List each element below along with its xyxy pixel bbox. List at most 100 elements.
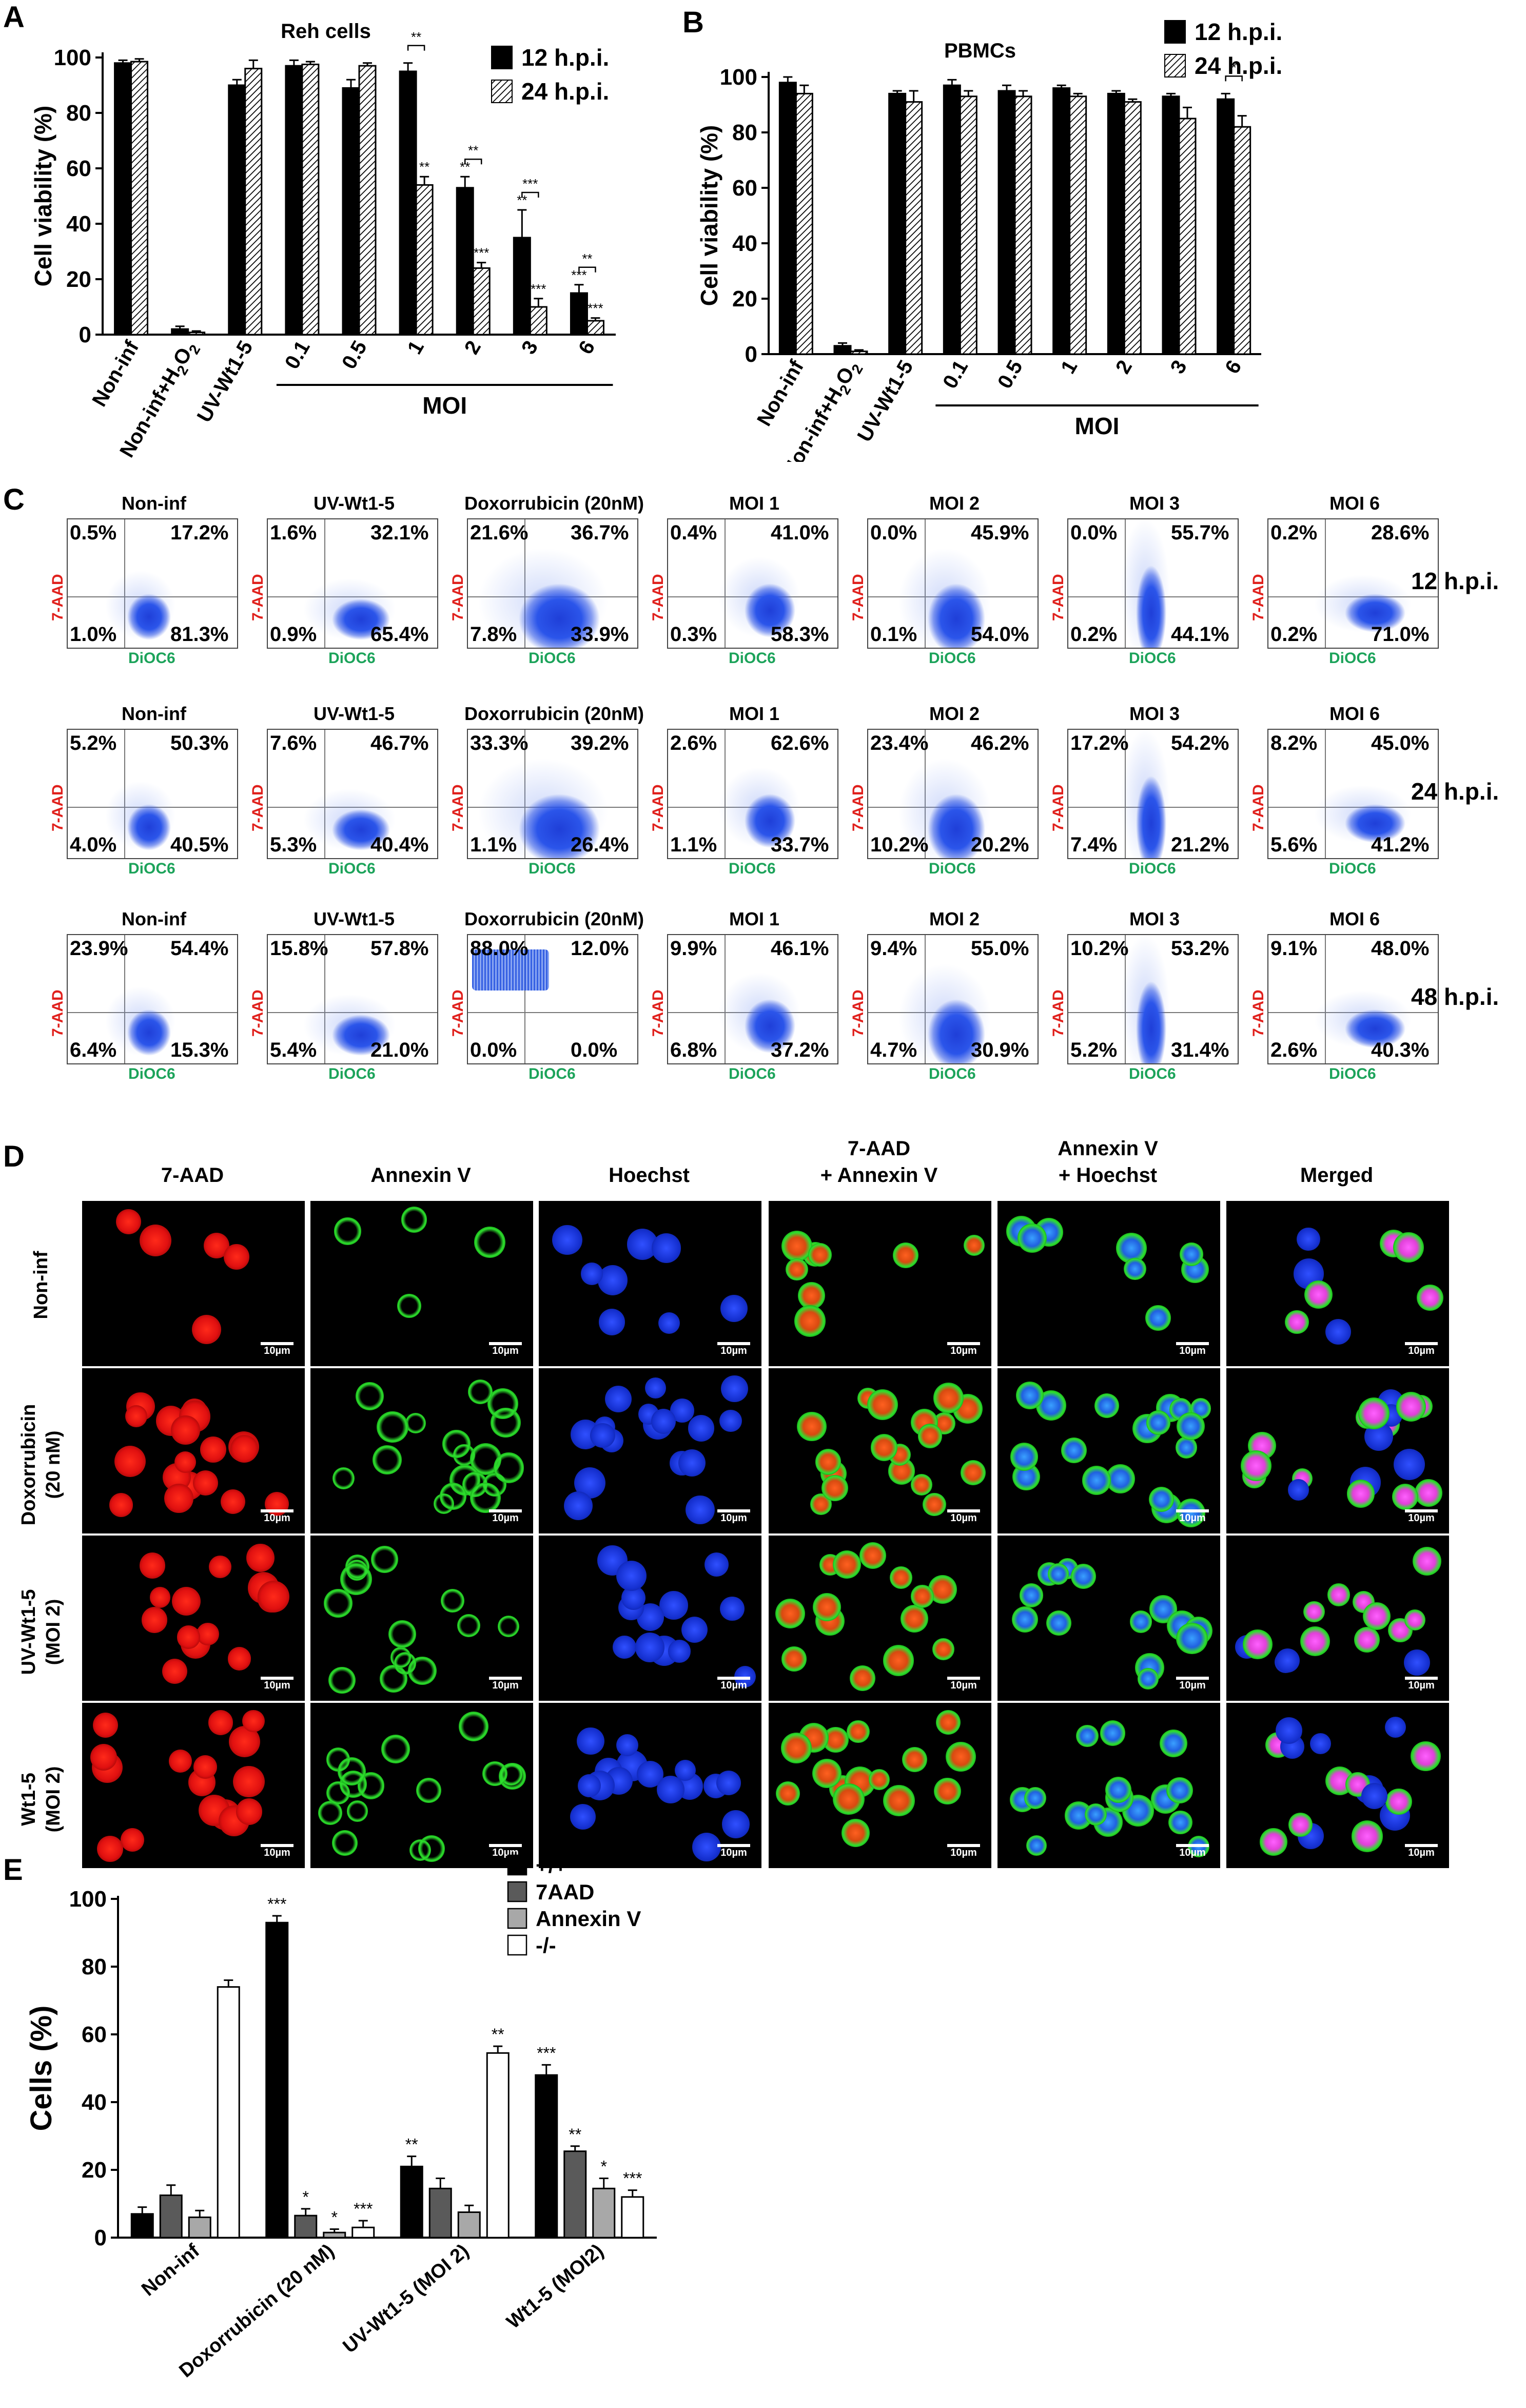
scale-bar-line	[1176, 1509, 1209, 1512]
cell	[810, 1493, 832, 1515]
flow-y-axis-label: 7-AAD	[449, 574, 466, 621]
quadrant-divider-vertical	[1325, 730, 1326, 858]
flow-scatter-plot	[1267, 518, 1439, 649]
cell	[857, 1388, 878, 1409]
cell	[1132, 1413, 1162, 1443]
cell	[1325, 1318, 1351, 1345]
cell	[618, 1595, 644, 1620]
quadrant-divider-horizontal	[1268, 807, 1438, 808]
cell	[1380, 1404, 1403, 1427]
legend-swatch	[491, 80, 513, 103]
cell	[191, 1315, 221, 1345]
cell	[439, 1483, 467, 1510]
bar	[1217, 98, 1235, 355]
bar	[244, 68, 263, 336]
cell	[1364, 1422, 1394, 1451]
cell	[233, 1765, 265, 1797]
bar	[159, 2195, 183, 2239]
cell	[870, 1434, 898, 1461]
cell	[1275, 1650, 1297, 1673]
bar	[959, 95, 977, 355]
cell	[224, 1244, 249, 1270]
cell	[883, 1784, 915, 1817]
cell	[1388, 1618, 1413, 1643]
panel-label-d: D	[3, 1140, 25, 1173]
scale-bar-label: 10µm	[720, 1680, 747, 1691]
scale-bar-line	[489, 1844, 522, 1847]
microscopy-image: 10µm	[1226, 1201, 1449, 1366]
cell	[933, 1383, 964, 1413]
cell	[326, 1781, 350, 1805]
microscopy-image: 10µm	[997, 1201, 1220, 1366]
significance-label: **	[460, 159, 470, 174]
category-label: 6	[1221, 357, 1246, 378]
quadrant-q1-value: 0.4%	[670, 521, 717, 544]
cell	[246, 1544, 275, 1572]
panel-label-a: A	[3, 1, 25, 34]
significance-label: **	[517, 192, 527, 208]
cell	[963, 1235, 985, 1256]
quadrant-q4-value: 71.0%	[1371, 623, 1430, 646]
legend-swatch	[507, 1881, 527, 1902]
flow-scatter-plot	[267, 934, 438, 1064]
quadrant-q4-value: 30.9%	[971, 1039, 1029, 1061]
scale-bar: 10µm	[1176, 1844, 1209, 1859]
flow-plot-block: UV-Wt1-5 15.8% 57.8% 5.4% 21.0% 7-AAD DiOC6	[249, 908, 446, 1114]
cell	[114, 1445, 146, 1477]
legend-label: 24 h.p.i.	[521, 78, 609, 105]
event-cloud	[1344, 594, 1406, 632]
cell	[1346, 1480, 1375, 1508]
flow-condition-title: MOI 1	[729, 908, 779, 929]
quadrant-q3-value: 10.2%	[870, 833, 929, 856]
event-cloud	[1136, 776, 1167, 858]
flow-x-axis-label: DiOC6	[328, 860, 376, 877]
scale-bar: 10µm	[1405, 1677, 1438, 1692]
cell	[704, 1552, 729, 1577]
flow-plot-block: MOI 6 9.1% 48.0% 2.6% 40.3% 7-AAD DiOC6	[1250, 908, 1447, 1114]
bar	[795, 92, 813, 355]
cell	[1392, 1483, 1418, 1510]
quadrant-q2-value: 41.0%	[771, 521, 829, 544]
scale-bar-label: 10µm	[492, 1512, 519, 1524]
scale-bar-line	[1176, 1342, 1209, 1345]
cell	[934, 1777, 961, 1805]
flow-scatter-plot	[867, 729, 1039, 859]
cell	[181, 1398, 207, 1424]
cell	[688, 1415, 715, 1442]
flow-x-axis-label: DiOC6	[929, 860, 976, 877]
quadrant-q4-value: 31.4%	[1171, 1039, 1229, 1061]
cell	[218, 1805, 249, 1837]
microscopy-column-header: Annexin V	[310, 1162, 531, 1189]
bar	[778, 82, 797, 355]
quadrant-divider-vertical	[524, 730, 525, 858]
cell	[1265, 1732, 1291, 1758]
flow-plot-block: MOI 1 9.9% 46.1% 6.8% 37.2% 7-AAD DiOC6	[650, 908, 847, 1114]
scale-bar: 10µm	[947, 1844, 980, 1859]
moi-group-label: MOI	[422, 392, 467, 419]
cell	[1275, 1648, 1300, 1673]
cell	[203, 1233, 229, 1259]
bar	[130, 61, 149, 336]
cell	[332, 1467, 355, 1490]
cell	[678, 1449, 706, 1477]
y-tick-label: 80	[66, 101, 91, 126]
flow-x-axis-label: DiOC6	[328, 1065, 376, 1082]
cell	[1415, 1479, 1442, 1507]
quadrant-q2-value: 54.2%	[1171, 732, 1229, 754]
cell	[564, 1491, 593, 1520]
significance-label: ***	[588, 301, 603, 316]
microscopy-image: 10µm	[82, 1536, 305, 1701]
event-cloud	[1136, 981, 1167, 1063]
cell	[1176, 1622, 1208, 1655]
cell	[379, 1664, 407, 1693]
flow-x-axis-label: DiOC6	[128, 650, 175, 667]
scale-bar: 10µm	[489, 1509, 522, 1524]
quadrant-divider-vertical	[1325, 519, 1326, 648]
quadrant-q1-value: 9.4%	[870, 937, 917, 960]
cell	[917, 1424, 943, 1448]
chart-title: Reh cells	[281, 20, 371, 43]
quadrant-q3-value: 6.8%	[670, 1039, 717, 1061]
cell	[372, 1445, 402, 1475]
flow-y-axis-label: 7-AAD	[650, 574, 667, 621]
cell	[721, 1375, 748, 1403]
